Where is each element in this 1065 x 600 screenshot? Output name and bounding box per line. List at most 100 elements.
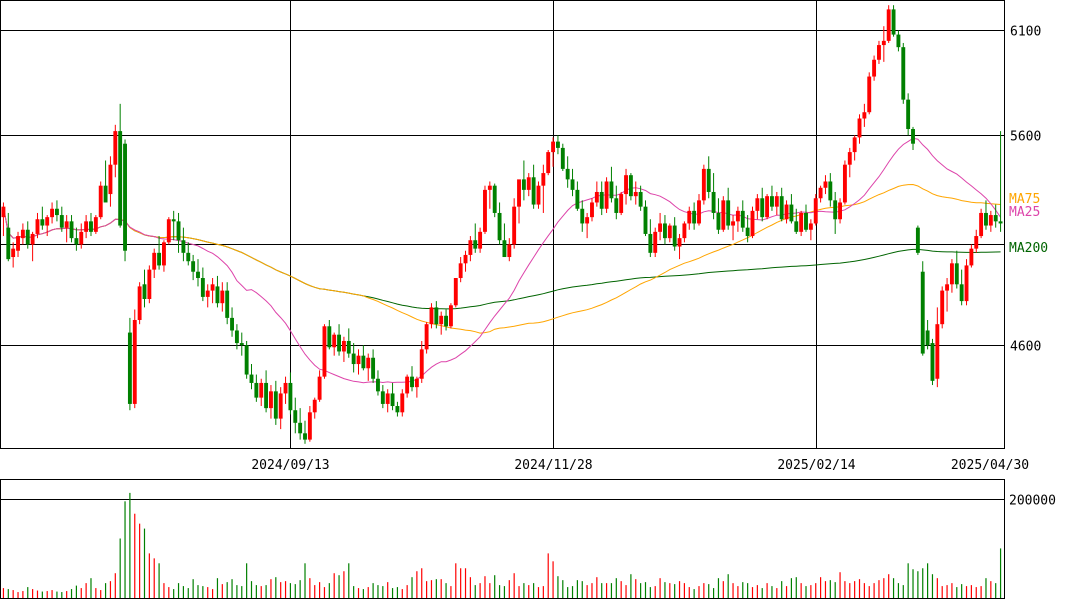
candle-body [312,399,317,413]
candle-down [609,166,614,203]
candle-body [507,244,512,258]
candle-down [74,227,79,251]
candle-up [658,212,663,241]
candle-down [473,223,478,253]
candle-body [833,200,838,220]
candle-body [847,152,852,165]
candle-body [838,202,842,220]
candle-body [667,225,672,239]
candle-down [911,126,915,150]
candle-down [663,215,667,245]
candle-body [191,261,196,272]
candle-down [672,217,677,251]
candle-body [395,406,400,413]
candle-up [507,238,512,262]
candle-down [127,317,132,411]
candle-body [380,391,385,404]
candle-up [604,177,609,213]
candle-down [706,156,711,199]
candle-up [969,244,974,268]
candle-down [521,160,526,201]
candle-up [682,221,687,243]
candle-up [881,26,886,62]
candle-body [565,168,570,180]
candle-down [196,259,200,287]
candle-body [721,200,726,230]
candle-body [410,376,414,388]
candle-down [264,370,269,413]
candle-up [526,173,531,197]
candle-up [317,370,322,402]
candle-body [560,147,565,169]
candle-body [118,131,123,226]
date-tick-label: 2025/04/30 [951,458,1029,473]
candle-up [847,147,852,178]
candle-body [750,210,755,237]
candle-body [429,307,434,325]
candle-body [765,196,770,218]
candle-body [663,223,667,239]
candle-down [901,42,906,104]
volume-y-ticks: 200000 [1009,494,1056,509]
candle-up [857,114,862,144]
candle-down [920,261,925,356]
candle-body [706,168,711,192]
candle-up [269,385,273,419]
candle-body [341,340,346,352]
candle-body [911,129,915,144]
candle-body [200,278,205,297]
candle-body [789,204,794,222]
candle-body [244,345,249,375]
candle-up [808,219,813,241]
candle-up [852,135,857,161]
candle-body [147,269,152,299]
candle-body [468,240,473,255]
candle-up [590,198,594,222]
candle-down [410,366,414,392]
candle-up [20,223,25,245]
candle-body [872,59,877,77]
candle-down [560,143,565,171]
candle-body [935,324,940,379]
candle-body [813,198,818,224]
candle-down [380,385,385,409]
candle-down [69,215,74,243]
candle-body [54,208,59,216]
candle-down [565,156,570,188]
candle-up [332,332,337,356]
candle-body [361,355,366,369]
candle-body [920,271,925,354]
candle-body [162,242,166,266]
candle-up [886,5,891,43]
candle-up [818,185,823,203]
candle-body [619,194,624,213]
candle-body [555,141,560,148]
candle-body [98,185,103,218]
volume-tick-label: 200000 [1009,494,1056,509]
candle-body [828,181,833,201]
candle-down [711,173,716,220]
candle-body [891,9,896,35]
candle-down [230,307,234,337]
candle-down [998,131,1003,232]
candle-up [974,229,979,253]
candle-up [210,278,215,304]
candle-body [74,238,79,245]
candle-body [142,284,147,299]
candle-body [269,391,273,409]
candle-down [643,200,648,237]
candle-body [609,181,614,199]
candle-down [954,250,959,289]
candle-body [949,263,954,285]
candle-up [424,322,429,354]
candle-body [512,206,517,245]
volume-panel-border [0,479,1005,599]
candle-body [799,212,804,232]
candle-body [677,238,682,247]
candle-body [176,221,181,241]
candle-body [11,248,16,258]
candle-body [371,357,376,379]
candle-down [833,191,838,234]
candle-up [1,202,6,237]
candle-body [901,47,906,100]
